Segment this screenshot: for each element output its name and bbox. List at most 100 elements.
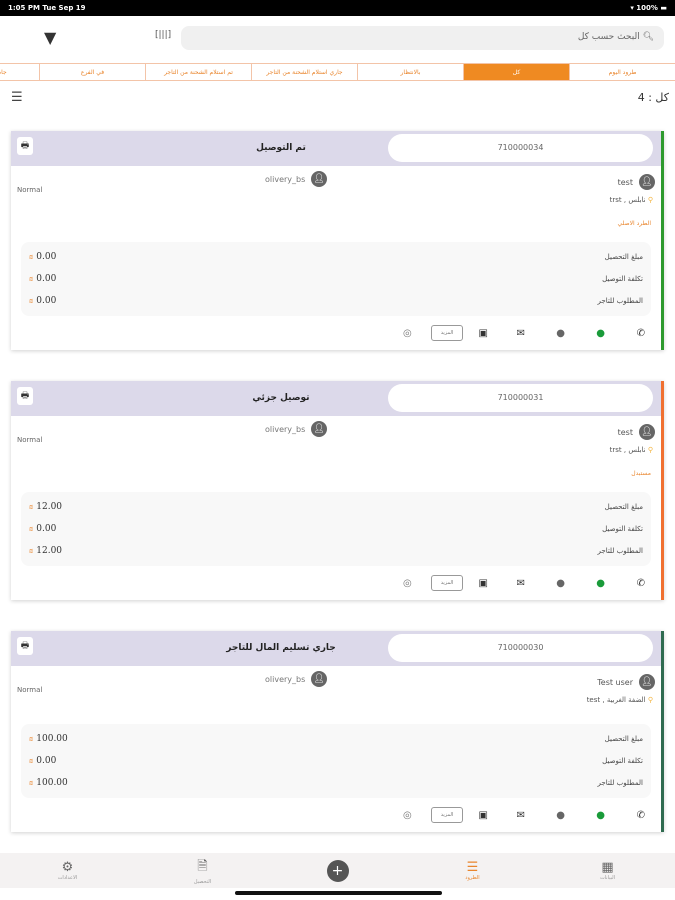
more-button[interactable]: المزيد: [431, 807, 463, 823]
status-time: 1:05 PM Tue Sep 19: [8, 4, 86, 12]
amount-row: ₪ 0.00 مبلغ التحصيل: [29, 246, 643, 268]
order-status: توصيل جزئي: [252, 393, 310, 403]
track-icon[interactable]: ◎: [403, 578, 412, 589]
print-icon[interactable]: 🖶: [17, 637, 33, 655]
location-pin-icon: ⚲: [647, 696, 653, 704]
amount-row: ₪ 0.00 تكلفة التوصيل: [29, 750, 643, 772]
more-button[interactable]: المزيد: [431, 325, 463, 341]
amount-value: 100.00: [36, 734, 68, 744]
amount-row: ₪ 100.00 المطلوب للتاجر: [29, 772, 643, 794]
currency-icon: ₪: [29, 253, 34, 261]
home-indicator: [235, 891, 442, 895]
amount-label: تكلفة التوصيل: [602, 525, 643, 533]
order-status: تم التوصيل: [256, 143, 306, 153]
tab-more[interactable]: جاه: [0, 64, 39, 80]
driver: olivery_bs 👤︎: [265, 671, 328, 687]
tab-today[interactable]: طرود اليوم: [569, 64, 675, 80]
battery: ▾ 100% ▬: [630, 4, 667, 12]
email-icon[interactable]: ✉: [516, 810, 525, 821]
battery-level: 100%: [636, 4, 658, 12]
email-icon[interactable]: ✉: [516, 328, 525, 339]
top-bar: ▼ [|||] 🔍︎ البحث حسب كل: [0, 26, 675, 52]
customer-name: Test user: [597, 677, 633, 687]
whatsapp-icon[interactable]: ●: [596, 328, 605, 339]
order-card[interactable]: 710000031 توصيل جزئي 🖶 test 👤︎ olivery_bs…: [11, 381, 664, 600]
location-pin-icon: ⚲: [647, 196, 653, 204]
currency-icon: ₪: [29, 297, 34, 305]
card-actions: ✆ ● ● ✉ ▣ المزيد ◎: [11, 566, 661, 600]
amount-label: المطلوب للتاجر: [597, 779, 644, 787]
tab-picked-up[interactable]: تم استلام الشحنة من التاجر: [145, 64, 251, 80]
customer-name: test: [617, 177, 633, 187]
amount-label: المطلوب للتاجر: [597, 297, 644, 305]
filter-icon[interactable]: ▼: [44, 28, 57, 47]
amount-row: ₪ 0.00 تكلفة التوصيل: [29, 518, 643, 540]
whatsapp-icon[interactable]: ●: [596, 810, 605, 821]
order-id[interactable]: 710000031: [388, 384, 653, 412]
list-icon: ☰: [466, 860, 479, 875]
barcode-scan-icon[interactable]: [|||]: [155, 30, 172, 40]
amount-label: المطلوب للتاجر: [597, 547, 644, 555]
location: ⚲ نابلس , trst: [610, 196, 653, 204]
chat-icon[interactable]: ●: [556, 810, 565, 821]
user-icon: 👤︎: [311, 671, 328, 687]
driver-name: olivery_bs: [265, 174, 306, 184]
amount-row: ₪ 100.00 مبلغ التحصيل: [29, 728, 643, 750]
track-icon[interactable]: ◎: [403, 810, 412, 821]
nav-label: الاعدادات: [57, 875, 78, 881]
order-card[interactable]: 710000034 تم التوصيل 🖶 test 👤︎ olivery_bs…: [11, 131, 664, 350]
location-text: نابلس , trst: [609, 196, 646, 204]
chat-icon[interactable]: ●: [556, 328, 565, 339]
currency-icon: ₪: [29, 275, 34, 283]
track-icon[interactable]: ◎: [403, 328, 412, 339]
nav-dashboard[interactable]: ▦ البيانات: [568, 860, 648, 881]
amount-value: 100.00: [36, 778, 68, 788]
status-bar: 1:05 PM Tue Sep 19 ▾ 100% ▬: [0, 0, 675, 16]
location-text: نابلس , trst: [609, 446, 646, 454]
tab-pickup-in-progress[interactable]: جاري استلام الشحنة من التاجر: [251, 64, 357, 80]
tab-in-branch[interactable]: في الفرع: [39, 64, 145, 80]
amount-row: ₪ 12.00 مبلغ التحصيل: [29, 496, 643, 518]
currency-icon: ₪: [29, 525, 34, 533]
bottom-nav: ▦ البيانات ☰ الطرود + 🗎︎ التحصيل ⚙︎ الاعدادا…: [0, 853, 675, 888]
email-icon[interactable]: ✉: [516, 578, 525, 589]
phone-icon[interactable]: ✆: [636, 810, 645, 821]
order-card[interactable]: 710000030 جاري تسليم المال للتاجر 🖶 Test…: [11, 631, 664, 832]
customer: test 👤︎: [618, 174, 655, 190]
message-icon[interactable]: ▣: [478, 810, 488, 821]
amount-label: تكلفة التوصيل: [602, 757, 643, 765]
amount-value: 0.00: [36, 296, 57, 306]
currency-icon: ₪: [29, 547, 34, 555]
priority: Normal: [17, 686, 43, 694]
tab-all[interactable]: كل: [463, 64, 569, 80]
phone-icon[interactable]: ✆: [636, 328, 645, 339]
tab-waiting[interactable]: بالانتظار: [357, 64, 463, 80]
chat-icon[interactable]: ●: [556, 578, 565, 589]
message-icon[interactable]: ▣: [478, 328, 488, 339]
amount-row: ₪ 0.00 المطلوب للتاجر: [29, 290, 643, 312]
nav-collection[interactable]: 🗎︎ التحصيل: [163, 857, 243, 885]
currency-icon: ₪: [29, 503, 34, 511]
document-icon: 🗎︎: [197, 858, 208, 874]
whatsapp-icon[interactable]: ●: [596, 578, 605, 589]
amount-value: 0.00: [36, 252, 57, 262]
gear-icon: ⚙︎: [61, 860, 74, 875]
print-icon[interactable]: 🖶: [17, 137, 33, 155]
search-input[interactable]: 🔍︎ البحث حسب كل: [181, 26, 664, 50]
message-icon[interactable]: ▣: [478, 578, 488, 589]
nav-add[interactable]: +: [298, 859, 378, 882]
currency-icon: ₪: [29, 779, 34, 787]
user-icon: 👤︎: [639, 424, 655, 440]
order-id[interactable]: 710000030: [388, 634, 653, 662]
amount-label: مبلغ التحصيل: [604, 503, 643, 511]
nav-settings[interactable]: ⚙︎ الاعدادات: [28, 860, 108, 881]
customer-name: test: [617, 427, 633, 437]
grid-icon: ▦: [601, 860, 614, 875]
more-button[interactable]: المزيد: [431, 575, 463, 591]
phone-icon[interactable]: ✆: [636, 578, 645, 589]
print-icon[interactable]: 🖶: [17, 387, 33, 405]
nav-orders[interactable]: ☰ الطرود: [433, 860, 513, 881]
order-id[interactable]: 710000034: [388, 134, 653, 162]
menu-icon[interactable]: ☰: [11, 90, 23, 105]
card-actions: ✆ ● ● ✉ ▣ المزيد ◎: [11, 316, 661, 350]
